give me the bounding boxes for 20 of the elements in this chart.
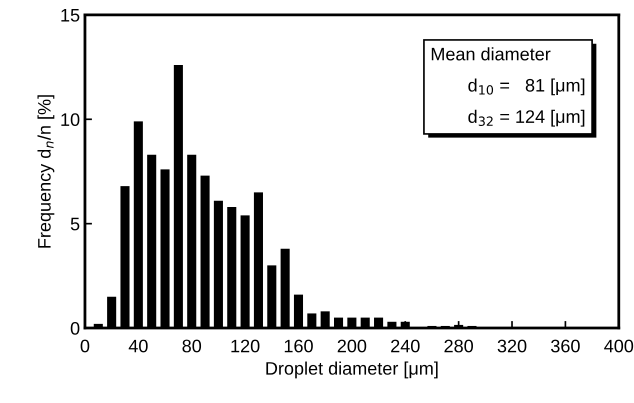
x-tick-label: 320 <box>498 340 526 352</box>
x-tick-label: 160 <box>284 340 313 352</box>
x-tick-label: 0 <box>80 340 90 352</box>
x-tick-label: 240 <box>391 340 420 352</box>
annotation: d$_{10}$ = 81 [μm] <box>468 78 584 96</box>
y-tick-label: 15 <box>61 9 80 22</box>
x-tick-label: 360 <box>551 340 580 352</box>
x-tick-label: 200 <box>338 340 366 352</box>
annotation: Mean diameter <box>432 47 550 60</box>
x-tick-label: 80 <box>182 340 202 352</box>
x-tick-label: 40 <box>128 340 148 352</box>
annotation: d$_{32}$ = 124 [μm] <box>468 110 584 127</box>
x-axis-title: Droplet diameter [μm] <box>266 362 438 378</box>
x-tick-label: 400 <box>604 340 634 352</box>
y-tick-label: 0 <box>70 322 80 335</box>
x-tick-label: 280 <box>444 340 473 352</box>
y-tick-label: 10 <box>61 113 80 126</box>
x-tick-label: 120 <box>231 340 260 352</box>
y-tick-label: 5 <box>70 218 80 230</box>
y-axis-title: Frequency d$_{n}$/n [%] <box>37 95 54 248</box>
